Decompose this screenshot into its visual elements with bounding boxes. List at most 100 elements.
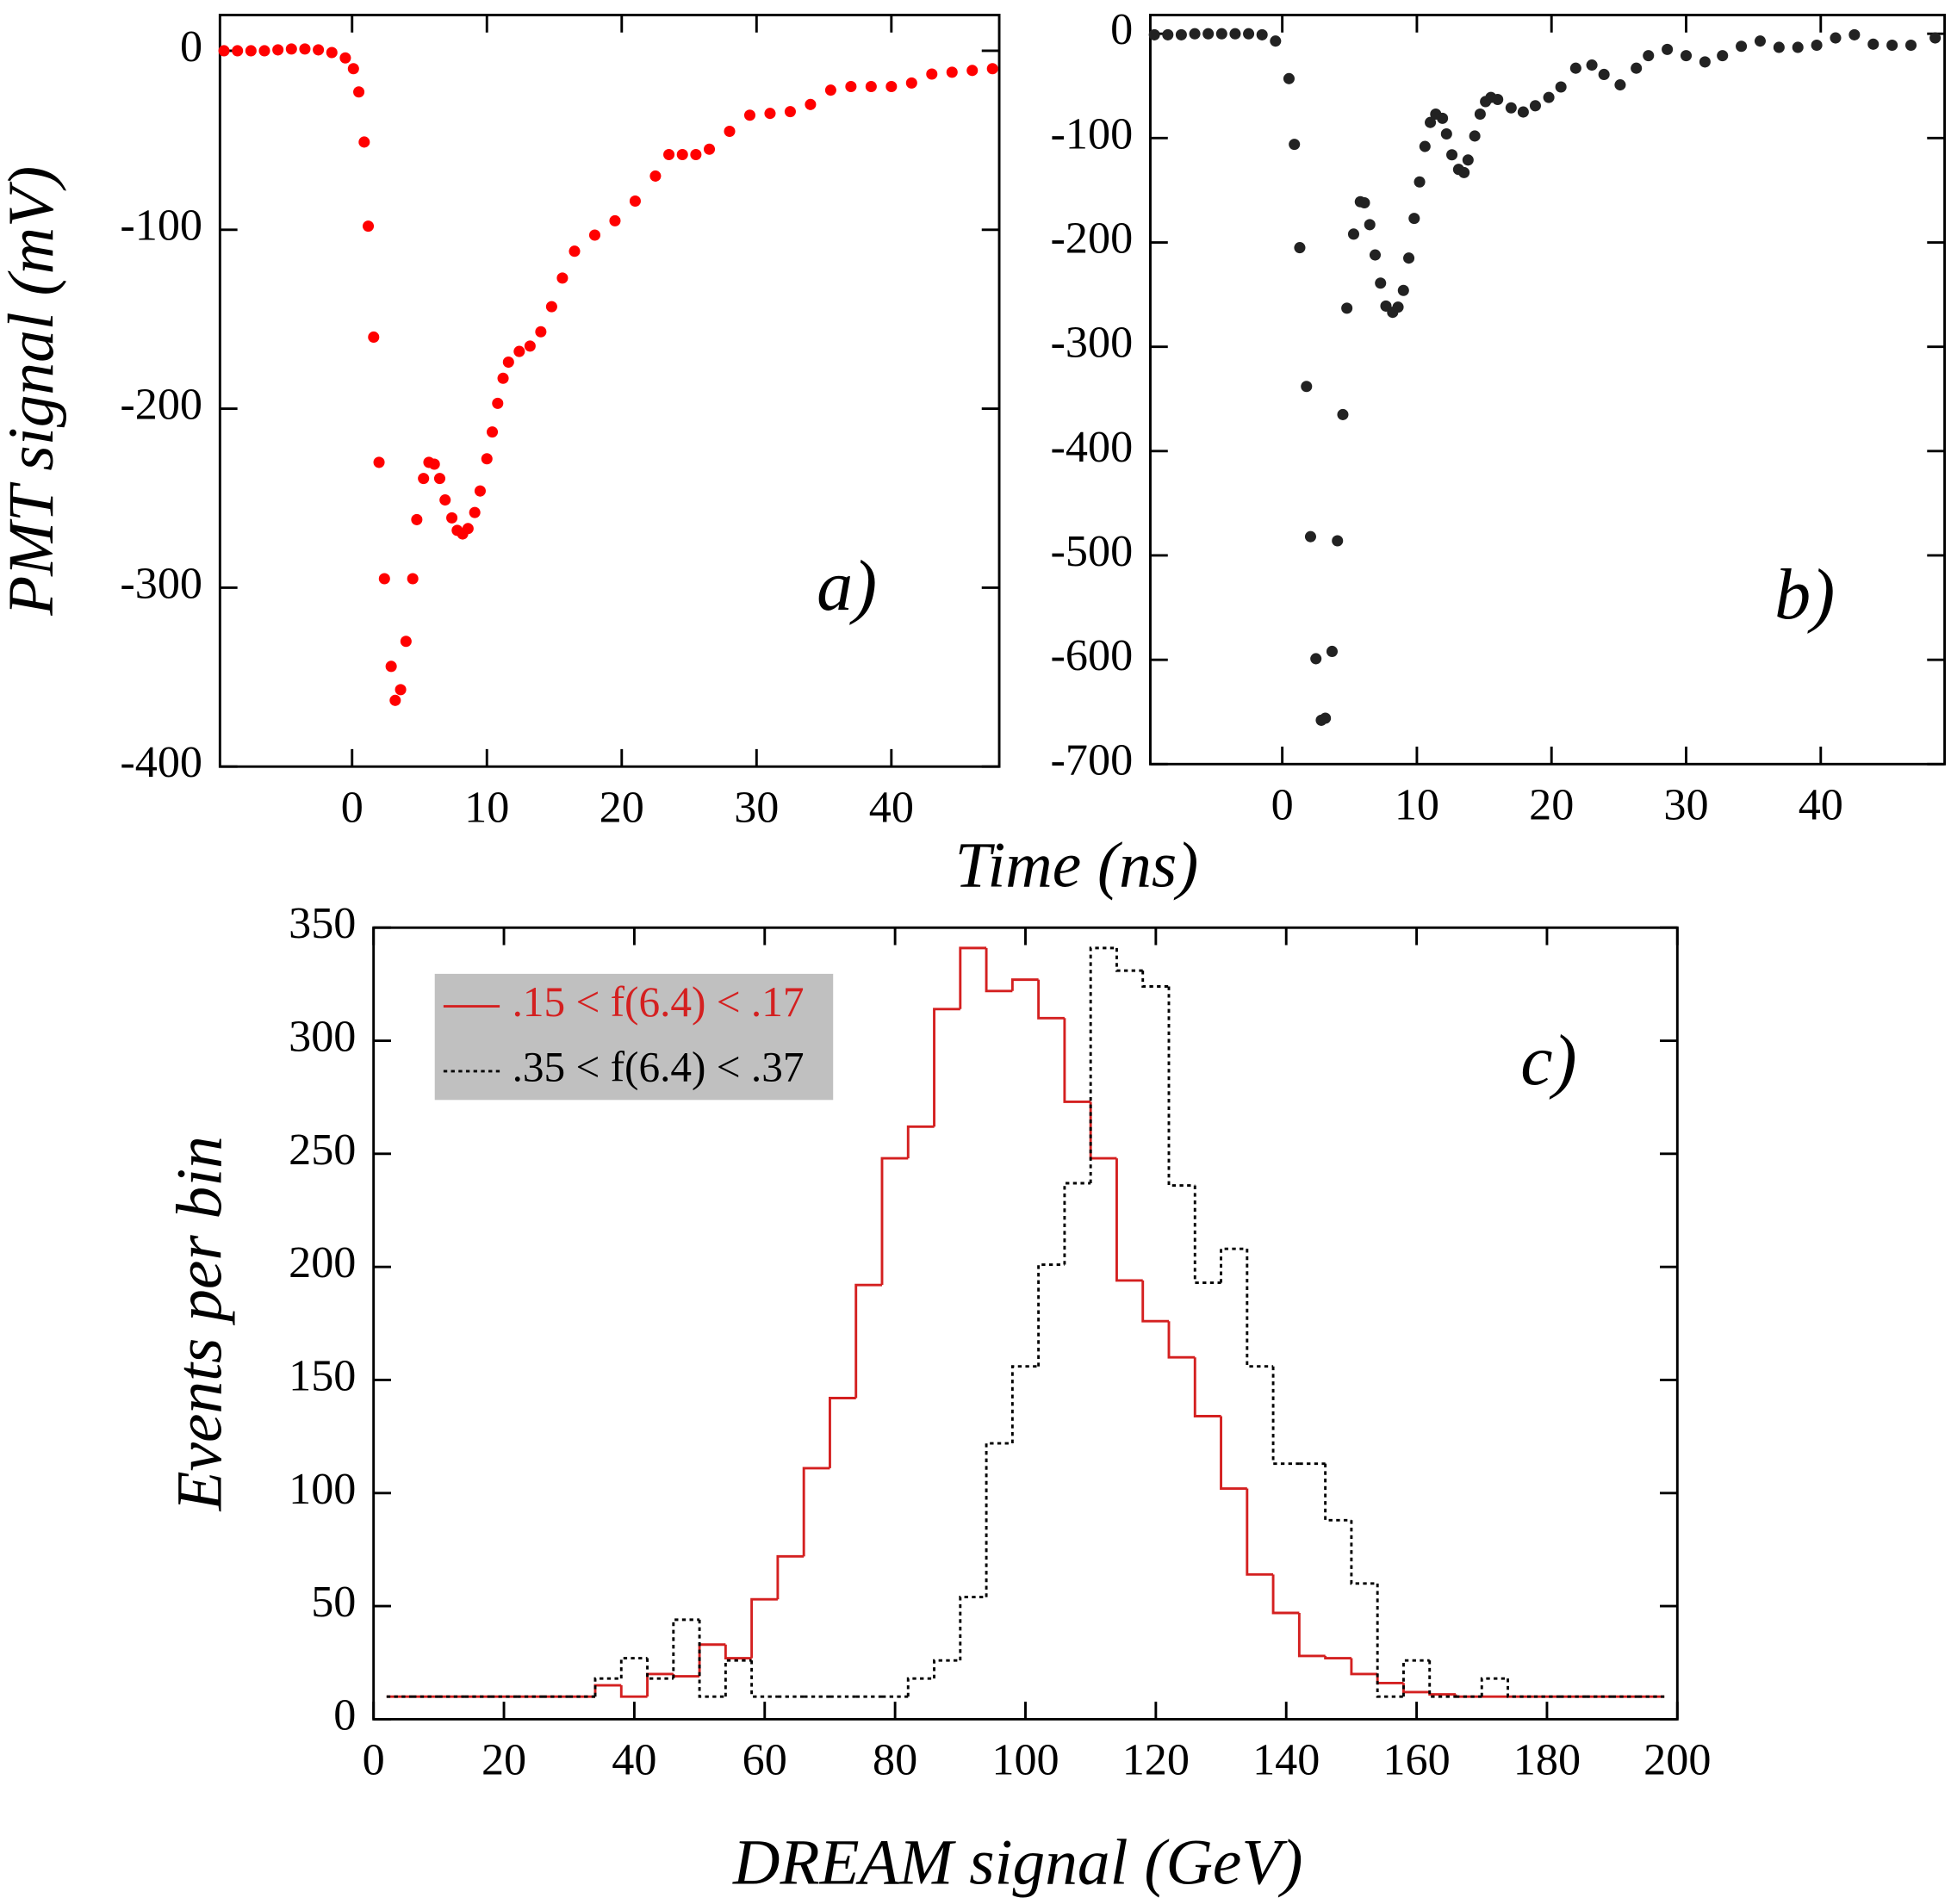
- data-point: [362, 220, 375, 233]
- data-point: [418, 473, 430, 485]
- data-point: [1175, 28, 1187, 40]
- histogram-step: [619, 1657, 648, 1679]
- data-point: [1425, 116, 1437, 128]
- x-tick-label: 20: [482, 1735, 526, 1785]
- histogram-step: [1089, 1101, 1117, 1160]
- data-point: [1408, 213, 1420, 225]
- histogram-step: [1350, 1658, 1378, 1676]
- data-point: [389, 694, 401, 706]
- panel-label: b): [1774, 555, 1835, 635]
- histogram-step: [802, 1467, 830, 1557]
- data-point: [353, 86, 365, 98]
- histogram-step: [698, 1619, 726, 1698]
- data-point: [502, 357, 514, 369]
- histogram-step: [1324, 1655, 1351, 1659]
- x-tick-label: 0: [1271, 779, 1294, 829]
- x-tick-label: 200: [1643, 1735, 1711, 1785]
- data-point: [1867, 38, 1880, 50]
- histogram-step: [1115, 1158, 1143, 1282]
- histogram-step: [1428, 1691, 1456, 1696]
- data-point: [232, 45, 244, 57]
- histogram-step: [776, 1554, 805, 1600]
- data-point: [1332, 535, 1344, 547]
- histogram-step: [672, 1618, 700, 1679]
- data-point: [313, 44, 325, 56]
- y-tick-label: 0: [180, 22, 202, 71]
- x-tick-label: 10: [1395, 779, 1439, 829]
- data-point: [569, 245, 581, 257]
- y-tick-label: -300: [120, 558, 202, 608]
- data-point: [486, 426, 499, 438]
- data-point: [1598, 68, 1610, 80]
- data-point: [764, 108, 776, 120]
- x-tick-label: 10: [464, 782, 509, 832]
- histogram-step: [1220, 1247, 1247, 1283]
- data-point: [556, 272, 569, 284]
- data-point: [1699, 56, 1711, 68]
- x-axis-label: Time (ns): [955, 829, 1199, 901]
- data-point: [446, 512, 458, 524]
- data-point: [663, 148, 675, 161]
- data-point: [1419, 140, 1431, 152]
- histogram-step: [1141, 971, 1169, 988]
- histogram-step: [1376, 1673, 1404, 1684]
- data-point: [1773, 41, 1785, 53]
- data-point: [1462, 154, 1474, 166]
- data-point: [1469, 130, 1481, 142]
- data-point: [1792, 41, 1804, 53]
- data-point: [676, 148, 688, 161]
- legend-box: [434, 973, 834, 1101]
- data-point: [358, 136, 370, 148]
- histogram-step: [1167, 1321, 1196, 1359]
- y-tick-label: -700: [1051, 735, 1134, 785]
- data-point: [513, 345, 525, 357]
- y-tick-label: 0: [333, 1690, 356, 1740]
- data-point: [285, 43, 297, 55]
- y-tick-label: 350: [289, 898, 356, 948]
- data-point: [845, 80, 857, 93]
- histogram-step: [1401, 1659, 1430, 1697]
- x-tick-label: 30: [1663, 779, 1708, 829]
- y-tick-label: -200: [120, 380, 202, 430]
- y-tick-label: -300: [1051, 318, 1134, 368]
- data-point: [378, 573, 390, 585]
- data-point: [1543, 91, 1555, 103]
- histogram-step: [985, 947, 1013, 993]
- histogram-step: [1480, 1677, 1508, 1697]
- data-point: [1929, 32, 1942, 44]
- y-tick-label: 0: [1110, 4, 1133, 54]
- data-point: [1492, 94, 1504, 106]
- data-point: [1886, 40, 1898, 52]
- data-point: [724, 125, 736, 137]
- data-point: [986, 63, 998, 75]
- histogram-step: [1454, 1694, 1482, 1698]
- data-point: [1189, 28, 1201, 40]
- data-point: [1320, 712, 1332, 724]
- panel-label: c): [1520, 1020, 1576, 1101]
- histogram-step: [1271, 1574, 1300, 1615]
- data-point: [1229, 28, 1241, 40]
- y-tick-label: -400: [1051, 422, 1134, 472]
- data-point: [1294, 242, 1306, 254]
- data-point: [1631, 62, 1643, 74]
- data-point: [1437, 112, 1449, 124]
- data-point: [865, 80, 877, 93]
- histogram-step: [959, 1596, 987, 1661]
- histogram-step: [1507, 1678, 1534, 1698]
- x-tick-label: 20: [600, 782, 644, 832]
- data-point: [258, 45, 270, 57]
- x-tick-label: 100: [991, 1735, 1059, 1785]
- y-tick-label: -500: [1051, 526, 1134, 576]
- plot-frame: [1149, 13, 1947, 766]
- data-point: [385, 661, 397, 673]
- y-tick-label: -100: [1051, 109, 1134, 158]
- histogram-step: [854, 1283, 882, 1399]
- data-point: [474, 485, 486, 497]
- histogram-step: [959, 946, 987, 1009]
- data-point: [905, 77, 917, 89]
- legend-label: .35 < f(6.4) < .37: [513, 1043, 805, 1090]
- data-point: [524, 340, 536, 352]
- y-tick-label: -600: [1051, 630, 1134, 680]
- data-point: [1341, 302, 1353, 314]
- histogram-step: [1246, 1488, 1274, 1576]
